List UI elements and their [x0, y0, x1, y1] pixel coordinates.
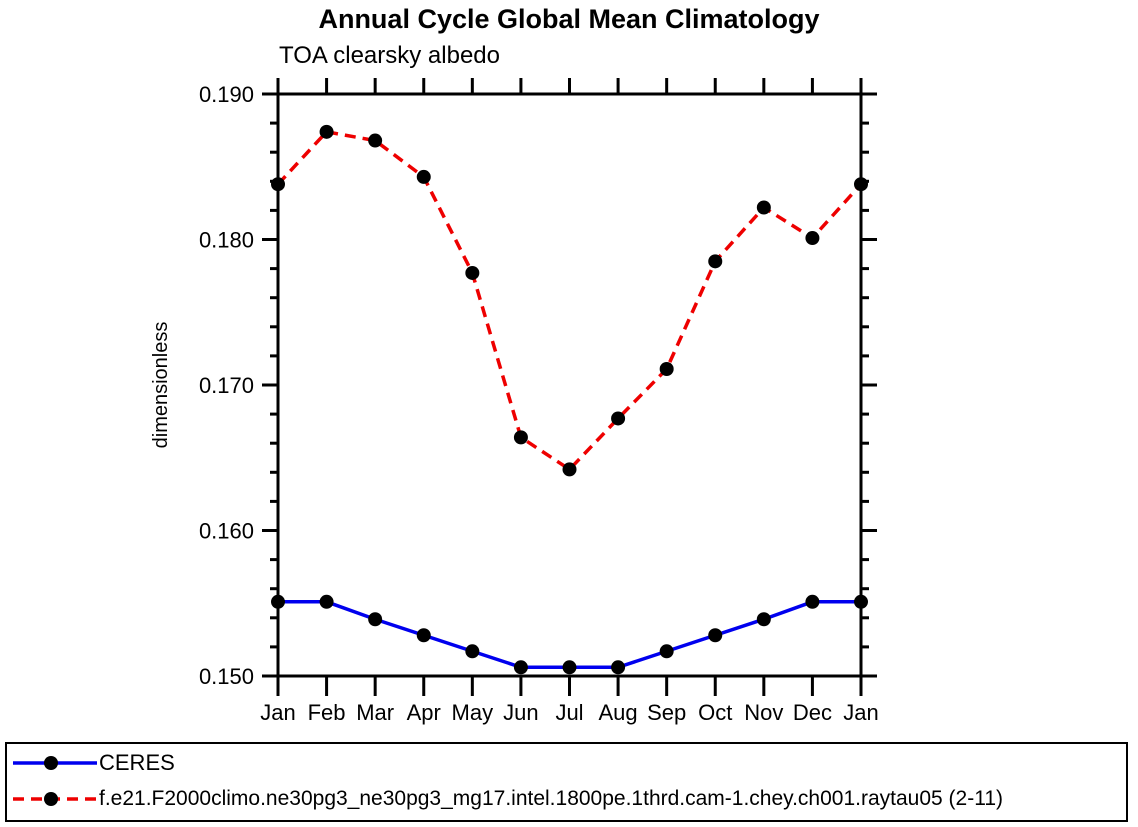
series-0-marker [756, 612, 771, 627]
series-0-marker [368, 612, 383, 627]
series-0-marker [805, 594, 820, 609]
series-1-marker [465, 265, 480, 280]
series-0-marker [611, 660, 626, 675]
x-tick-label: Jan [843, 700, 878, 725]
chart-subtitle: TOA clearsky albedo [279, 42, 501, 69]
model-line-swatch-icon [13, 792, 97, 806]
series-1-marker [368, 133, 383, 148]
series-0-marker [562, 660, 577, 675]
y-tick-label: 0.180 [199, 228, 254, 253]
series-0-marker [513, 660, 528, 675]
series-line-0 [278, 600, 861, 670]
legend-item-ceres: CERES [11, 747, 175, 779]
series-1-marker [562, 462, 577, 477]
x-tick-label: Feb [308, 700, 346, 725]
x-tick-label: Dec [793, 700, 832, 725]
series-0-marker [854, 594, 868, 609]
series-0-marker [416, 628, 431, 643]
x-tick-label: May [452, 700, 494, 725]
y-tick-label: 0.170 [199, 373, 254, 398]
series-1-marker [319, 124, 334, 139]
legend-item-model: f.e21.F2000climo.ne30pg3_ne30pg3_mg17.in… [11, 783, 1003, 815]
legend-box: CERES f.e21.F2000climo.ne30pg3_ne30pg3_m… [5, 742, 1128, 822]
series-1-marker [513, 430, 528, 445]
plot-frame [276, 92, 863, 678]
series-1-marker [756, 200, 771, 215]
x-tick-label: Jan [260, 700, 295, 725]
x-tick-label: Sep [647, 700, 686, 725]
x-tick-label: Apr [407, 700, 441, 725]
chart-title: Annual Cycle Global Mean Climatology [318, 4, 820, 34]
legend-label-ceres: CERES [99, 750, 175, 775]
x-tick-label: Jul [555, 700, 583, 725]
series-0-marker [319, 594, 334, 609]
x-tick-label: Mar [356, 700, 394, 725]
y-tick-label: 0.150 [199, 664, 254, 689]
series-0-marker [659, 644, 674, 659]
x-tick-label: Aug [599, 700, 638, 725]
series-1-marker [805, 231, 820, 246]
series-1-marker [271, 177, 285, 192]
plot-area: 0.150 0.160 0.170 0.180 0.190 Jan Feb Mar Apr May… [150, 78, 879, 725]
series-1-marker [708, 254, 723, 269]
y-tick-label: 0.190 [199, 82, 254, 107]
series-1-marker [611, 411, 626, 426]
series-1-marker [416, 169, 431, 184]
x-tick-label: Nov [744, 700, 783, 725]
y-axis-label: dimensionless [150, 322, 172, 449]
series-line-1 [276, 129, 863, 472]
x-tick-label: Oct [698, 700, 732, 725]
series-1-marker [854, 177, 868, 192]
series-0-marker [465, 644, 480, 659]
y-tick-label: 0.160 [199, 519, 254, 544]
x-tick-label: Jun [503, 700, 538, 725]
series-0-marker [708, 628, 723, 643]
ceres-line-swatch-icon [13, 756, 97, 770]
series-1-marker [659, 361, 674, 376]
series-0-marker [271, 594, 285, 609]
legend-label-model: f.e21.F2000climo.ne30pg3_ne30pg3_mg17.in… [99, 787, 1004, 810]
